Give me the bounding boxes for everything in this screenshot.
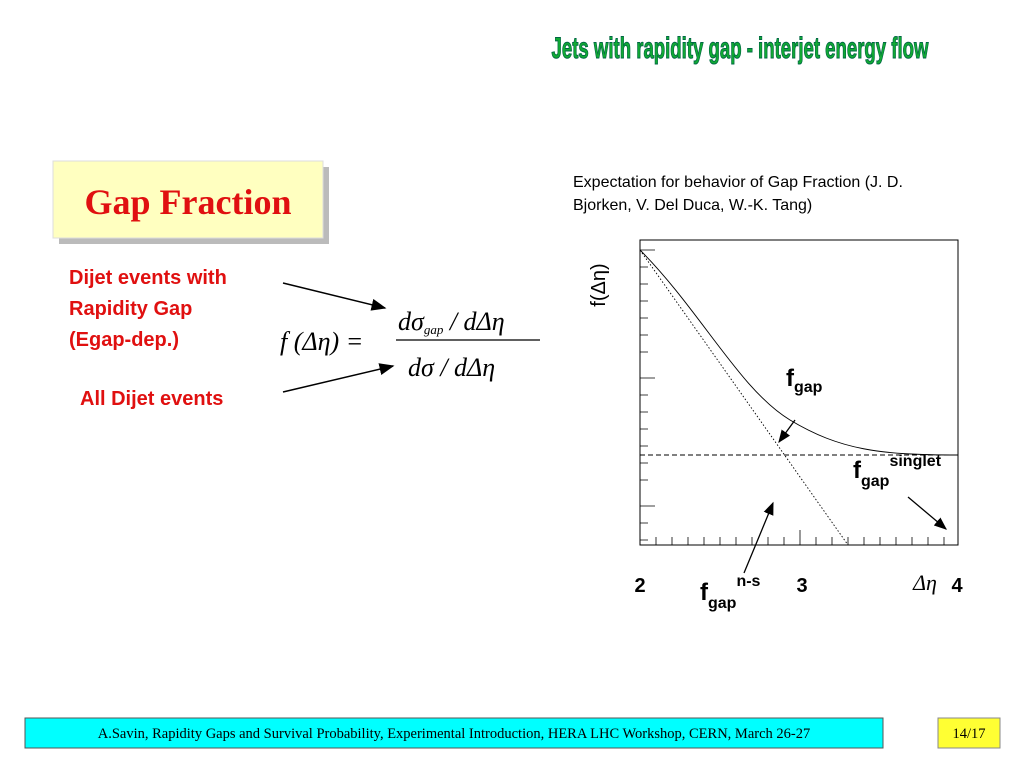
x-tick-label: 4 — [951, 575, 963, 597]
arrow — [743, 501, 774, 574]
formula-lhs: f (Δη) = — [280, 327, 363, 356]
non-singlet-line — [639, 249, 849, 546]
arrow — [778, 419, 796, 444]
x-tick-label: 3 — [796, 575, 807, 597]
y-axis-label: f(Δη) — [588, 263, 610, 306]
footer-citation: A.Savin, Rapidity Gaps and Survival Prob… — [98, 726, 810, 742]
gap-fraction-curve — [639, 249, 959, 456]
box-title: Gap Fraction — [85, 182, 292, 222]
slide-title: Jets with rapidity gap - interjet energy… — [552, 32, 929, 66]
arrow — [907, 496, 947, 530]
formula-numerator: dσgap / dΔη — [398, 307, 505, 337]
arrow — [282, 282, 387, 311]
x-tick-label: 2 — [634, 575, 645, 597]
plot-caption: Expectation for behavior of Gap Fraction… — [573, 174, 907, 214]
fgap-ns-label: fgapn-s — [700, 573, 761, 612]
formula-denominator: dσ / dΔη — [408, 353, 495, 382]
denominator-label: All Dijet events — [80, 388, 223, 410]
fgap-label: fgap — [786, 365, 823, 396]
fgap-singlet-label: fgapsinglet — [853, 453, 942, 490]
numerator-label: Dijet events with Rapidity Gap (Egap-dep… — [69, 267, 232, 351]
arrow — [282, 363, 395, 393]
page-number: 14/17 — [952, 726, 985, 742]
x-axis-label: Δη — [912, 570, 937, 595]
axis-ticks — [640, 249, 945, 545]
page-box — [937, 717, 1001, 749]
gap-fraction-box — [52, 160, 324, 239]
plot-frame — [639, 239, 959, 546]
footer-box — [24, 717, 884, 749]
